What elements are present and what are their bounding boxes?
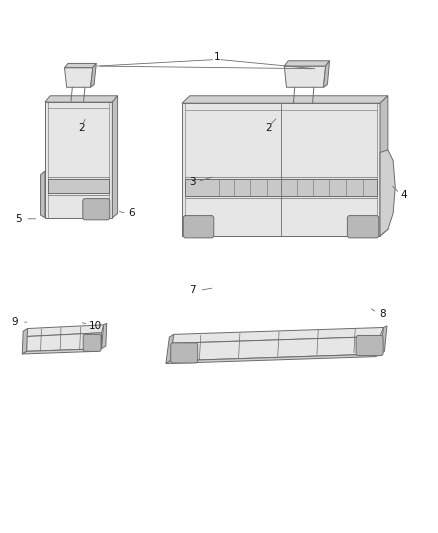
Polygon shape xyxy=(170,327,384,343)
Polygon shape xyxy=(284,66,325,87)
FancyBboxPatch shape xyxy=(171,343,198,363)
Polygon shape xyxy=(22,328,28,354)
Polygon shape xyxy=(182,103,380,236)
Polygon shape xyxy=(102,323,107,349)
Text: 7: 7 xyxy=(190,285,196,295)
Polygon shape xyxy=(113,96,117,217)
Polygon shape xyxy=(166,354,380,364)
Text: 3: 3 xyxy=(190,176,196,187)
Text: 1: 1 xyxy=(213,52,220,62)
Polygon shape xyxy=(166,334,174,364)
Text: 10: 10 xyxy=(88,321,102,331)
Polygon shape xyxy=(41,171,45,217)
Polygon shape xyxy=(284,61,329,66)
Polygon shape xyxy=(64,63,96,68)
Polygon shape xyxy=(45,96,117,102)
Polygon shape xyxy=(22,349,102,354)
Text: 9: 9 xyxy=(11,317,18,327)
FancyBboxPatch shape xyxy=(184,216,214,238)
Text: 6: 6 xyxy=(129,208,135,219)
Text: 8: 8 xyxy=(379,309,385,319)
FancyBboxPatch shape xyxy=(83,334,101,351)
Polygon shape xyxy=(64,68,93,87)
Polygon shape xyxy=(27,325,104,336)
Polygon shape xyxy=(45,102,113,217)
Polygon shape xyxy=(380,150,395,236)
Polygon shape xyxy=(323,61,329,87)
Text: 5: 5 xyxy=(15,214,22,224)
Text: 2: 2 xyxy=(78,123,85,133)
Polygon shape xyxy=(380,96,388,236)
Text: 4: 4 xyxy=(401,190,407,200)
Polygon shape xyxy=(182,96,388,103)
Polygon shape xyxy=(48,179,110,193)
Polygon shape xyxy=(91,63,96,87)
Polygon shape xyxy=(170,336,380,361)
Polygon shape xyxy=(27,333,102,351)
FancyBboxPatch shape xyxy=(83,199,110,220)
Polygon shape xyxy=(185,179,377,196)
Polygon shape xyxy=(380,326,387,354)
Text: 2: 2 xyxy=(266,123,272,133)
FancyBboxPatch shape xyxy=(356,335,383,356)
FancyBboxPatch shape xyxy=(347,216,379,238)
